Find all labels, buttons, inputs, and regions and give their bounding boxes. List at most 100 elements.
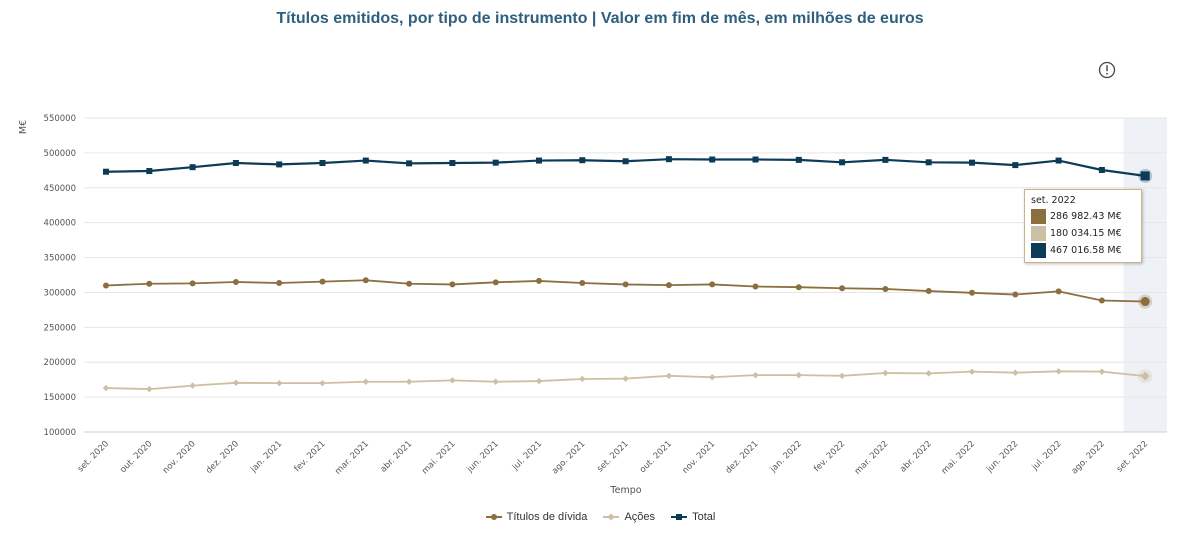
data-point-debt	[1098, 297, 1105, 304]
data-point-equity	[319, 379, 326, 387]
data-point-debt	[406, 280, 413, 287]
x-tick-label: nov. 2021	[681, 439, 718, 476]
data-point-equity	[1098, 368, 1106, 375]
data-point-total	[1098, 166, 1105, 173]
tooltip-value-total: 467 016.58 M€	[1050, 245, 1122, 256]
legend-marker-total	[671, 514, 688, 520]
data-point-debt	[1055, 288, 1062, 295]
x-tick-label: jan. 2021	[248, 439, 284, 475]
x-tick-label: mar. 2022	[853, 439, 891, 477]
x-tick-label: ago. 2022	[1070, 439, 1107, 476]
data-point-equity	[146, 385, 153, 393]
x-tick-label: dez. 2020	[204, 439, 241, 476]
data-point-total	[1140, 171, 1150, 181]
data-point-total	[1055, 157, 1062, 164]
data-point-equity	[709, 374, 716, 381]
x-tick-label: jun. 2022	[984, 439, 1020, 475]
data-point-debt	[232, 278, 239, 285]
data-point-debt	[969, 289, 975, 296]
data-point-total	[795, 156, 802, 163]
data-point-debt	[795, 284, 802, 291]
y-tick-label: 350000	[44, 254, 76, 264]
data-point-debt	[752, 283, 759, 290]
data-point-equity	[276, 379, 283, 387]
x-tick-label: set. 2020	[76, 439, 111, 474]
x-axis-title: Tempo	[609, 485, 641, 496]
data-point-debt	[925, 288, 932, 295]
data-point-total	[709, 156, 716, 163]
data-point-equity	[449, 377, 456, 384]
data-point-total	[622, 158, 629, 165]
x-tick-label: out. 2020	[118, 439, 154, 475]
hover-highlight-band	[1123, 118, 1167, 432]
data-point-equity	[622, 375, 629, 382]
data-point-equity	[752, 371, 759, 379]
data-point-total	[925, 159, 932, 166]
x-tick-label: fev. 2022	[812, 439, 847, 474]
info-icon[interactable]	[1097, 60, 1117, 80]
data-point-total	[536, 157, 542, 164]
data-point-debt	[492, 279, 499, 286]
x-tick-label: jul. 2022	[1030, 439, 1064, 473]
chart-title: Títulos emitidos, por tipo de instrument…	[276, 10, 924, 27]
data-point-total	[232, 160, 239, 167]
x-tick-label: set. 2021	[595, 439, 630, 474]
tooltip-swatch-debt	[1031, 209, 1046, 224]
x-tick-label: jul. 2021	[510, 439, 544, 473]
data-point-total	[665, 156, 672, 163]
data-point-equity	[102, 384, 110, 392]
y-tick-label: 500000	[44, 149, 76, 159]
data-point-equity	[838, 372, 846, 380]
data-point-total	[449, 160, 456, 167]
data-point-debt	[362, 277, 369, 284]
x-tick-label: jan. 2022	[768, 439, 804, 475]
tooltip-value-debt: 286 982.43 M€	[1050, 211, 1122, 222]
legend-marker-debt	[485, 514, 502, 520]
x-tick-label: abr. 2022	[898, 439, 934, 475]
data-point-total	[752, 156, 759, 163]
data-point-equity	[579, 375, 586, 383]
data-point-total	[362, 157, 369, 164]
x-tick-label: mar. 2021	[333, 439, 371, 477]
tooltip-row-debt: 286 982.43 M€	[1031, 209, 1137, 224]
data-point-debt	[103, 282, 109, 289]
tooltip-value-equity: 180 034.15 M€	[1050, 228, 1122, 239]
data-point-total	[839, 159, 846, 166]
data-point-equity	[968, 368, 976, 375]
data-point-debt	[839, 285, 846, 292]
legend-item-debt[interactable]: Títulos de dívida	[485, 511, 587, 523]
data-point-debt	[189, 280, 196, 287]
y-tick-label: 200000	[44, 358, 76, 368]
y-tick-label: 400000	[44, 219, 76, 229]
chart-tooltip: set. 2022 286 982.43 M€ 180 034.15 M€ 46…	[1024, 189, 1142, 263]
legend-item-equity[interactable]: Ações	[602, 511, 655, 523]
data-point-equity	[882, 369, 889, 377]
legend-label-equity: Ações	[624, 511, 656, 523]
data-point-equity	[189, 382, 196, 389]
y-tick-label: 550000	[44, 114, 76, 124]
data-point-total	[276, 161, 283, 168]
x-tick-label: mai. 2021	[420, 439, 457, 476]
data-point-equity	[925, 370, 932, 377]
data-point-debt	[1140, 297, 1150, 307]
tooltip-swatch-total	[1031, 243, 1046, 258]
data-point-debt	[449, 281, 456, 288]
tooltip-swatch-equity	[1031, 226, 1046, 241]
tooltip-row-total: 467 016.58 M€	[1031, 243, 1137, 258]
data-point-debt	[622, 281, 629, 288]
data-point-total	[579, 157, 586, 164]
data-point-equity	[535, 377, 543, 385]
data-point-equity	[405, 378, 413, 385]
data-point-debt	[146, 280, 153, 287]
y-tick-label: 450000	[44, 184, 76, 194]
data-point-equity	[232, 379, 240, 387]
x-tick-label: abr. 2021	[379, 439, 415, 475]
y-axis-title: M€	[18, 120, 29, 134]
x-tick-label: fev. 2021	[293, 439, 328, 474]
data-point-total	[1012, 162, 1019, 169]
legend-marker-equity	[603, 513, 620, 521]
data-point-total	[319, 160, 326, 167]
x-tick-label: out. 2021	[638, 439, 674, 475]
legend-item-total[interactable]: Total	[670, 511, 715, 523]
